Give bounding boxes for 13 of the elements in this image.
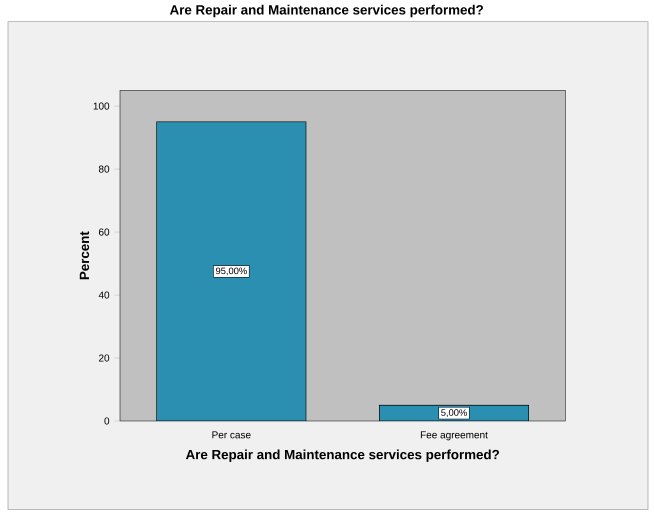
- chart-title: Are Repair and Maintenance services performed?: [170, 4, 483, 18]
- x-axis-title: Are Repair and Maintenance services performed?: [186, 450, 499, 462]
- y-axis-title: Percent: [80, 231, 90, 280]
- x-tick-label: Fee agreement: [420, 431, 488, 440]
- y-tick-label: 100: [94, 102, 110, 110]
- y-tick-label: 20: [98, 354, 110, 362]
- y-tick-label: 0: [104, 417, 110, 425]
- y-tick-label: 40: [98, 291, 110, 299]
- data-label: 5,00%: [441, 409, 467, 417]
- y-tick-label: 60: [98, 228, 110, 236]
- data-label: 95,00%: [216, 268, 247, 276]
- x-tick-label: Per case: [212, 431, 251, 438]
- y-tick-label: 80: [98, 166, 110, 173]
